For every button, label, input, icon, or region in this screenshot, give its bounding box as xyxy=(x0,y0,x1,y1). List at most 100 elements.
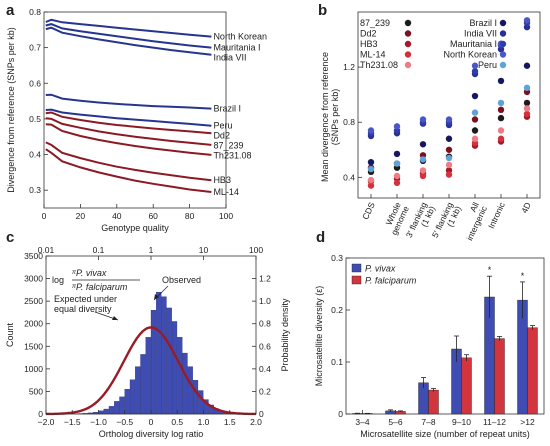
data-point xyxy=(497,127,505,134)
bar xyxy=(527,327,538,415)
expected-density-curve xyxy=(46,326,256,416)
x-tick-label: 0 xyxy=(149,417,154,427)
histogram-bar xyxy=(145,337,151,415)
data-point xyxy=(471,92,479,100)
formula-pi: π xyxy=(72,270,77,276)
plot-frame xyxy=(345,257,545,415)
y-tick-label: 0.7 xyxy=(29,43,41,53)
x-axis-label: Genotype quality xyxy=(101,223,169,233)
y-tick-label: 0 xyxy=(38,409,43,419)
data-point xyxy=(367,176,375,184)
y2-tick-label: 0.4 xyxy=(259,364,271,374)
data-point xyxy=(445,135,453,142)
observed-annotation: Observed xyxy=(162,275,201,285)
data-point xyxy=(367,158,375,166)
series-line xyxy=(45,26,212,56)
histogram-bar xyxy=(98,410,104,415)
expected-arrow-head xyxy=(112,316,118,320)
data-point xyxy=(523,99,531,107)
x-tick-label-line: CDS xyxy=(360,200,377,221)
data-point xyxy=(419,167,427,174)
formula-pi: π xyxy=(72,284,77,290)
data-point xyxy=(497,135,505,142)
legend-label: Th231.08 xyxy=(360,60,398,70)
data-point xyxy=(445,116,453,123)
x-tick-label: 1.5 xyxy=(224,417,236,427)
x-tick-label: −1.0 xyxy=(90,417,107,427)
y2-tick-label: 0.6 xyxy=(259,341,271,351)
y-tick-label: 0.2 xyxy=(331,305,343,315)
y-tick-label: 0.8 xyxy=(343,117,355,127)
series-label: Mauritania I xyxy=(213,43,260,53)
top-tick-label: 10 xyxy=(199,245,209,255)
formula-species: P. falciparum xyxy=(76,282,128,292)
legend-marker xyxy=(499,40,507,48)
data-point xyxy=(419,116,427,123)
legend-label: ML-14 xyxy=(360,50,386,60)
y2-tick-label: 0.8 xyxy=(259,319,271,329)
data-point xyxy=(471,116,479,123)
legend-marker xyxy=(499,51,507,58)
x-tick-label: 40 xyxy=(112,211,122,221)
histogram-bar xyxy=(166,307,172,415)
y-tick-label: 3500 xyxy=(24,251,43,261)
x-tick-label: 80 xyxy=(185,211,195,221)
y-axis-label: Mean divergence from reference(SNPs per … xyxy=(320,52,340,182)
series-line xyxy=(45,18,212,38)
series-line xyxy=(45,141,212,182)
data-point xyxy=(471,62,479,69)
panel-letter-a: a xyxy=(6,2,15,19)
y-axis-label: Count xyxy=(5,323,15,348)
data-point xyxy=(497,77,505,85)
data-point xyxy=(471,68,479,75)
data-point xyxy=(367,182,375,189)
data-point xyxy=(471,127,479,134)
data-point xyxy=(523,17,531,24)
series-label: North Korean xyxy=(213,32,267,42)
x-tick-label: Allintergenic xyxy=(456,200,489,242)
x-tick-label: 9–10 xyxy=(452,417,471,427)
expected-annotation: Expected under xyxy=(54,294,117,304)
x-tick-label-line: 4D xyxy=(519,201,533,215)
y2-tick-label: 1.0 xyxy=(259,296,271,306)
y2-tick-label: 1.2 xyxy=(259,274,271,284)
histogram-bar xyxy=(161,296,167,415)
y-tick-label: 0 xyxy=(338,409,343,419)
panel-letter-d: d xyxy=(316,229,325,246)
series-line xyxy=(45,111,212,135)
histogram-bar xyxy=(171,321,178,415)
x-tick-label: 100 xyxy=(219,211,233,221)
y2-tick-label: 0 xyxy=(259,409,264,419)
histogram-bar xyxy=(114,401,120,415)
data-point xyxy=(523,110,531,118)
legend-marker xyxy=(404,30,412,37)
expected-annotation: equal diversity xyxy=(54,304,112,314)
data-point xyxy=(445,154,453,162)
bar xyxy=(461,357,472,415)
observed-arrow-head xyxy=(154,294,159,300)
y-tick-label: 3000 xyxy=(24,274,43,284)
y-tick-label: 0.3 xyxy=(29,185,41,195)
series-line xyxy=(45,123,212,156)
legend-label: Brazil I xyxy=(469,18,497,28)
legend-marker xyxy=(499,19,507,27)
histogram-bar xyxy=(135,366,141,415)
x-axis-label: Microsatellite size (number of repeat un… xyxy=(360,429,530,439)
data-point xyxy=(393,123,401,130)
legend-marker xyxy=(404,19,412,27)
series-line xyxy=(45,108,212,127)
legend-marker xyxy=(404,40,412,48)
legend-label: Dd2 xyxy=(360,29,377,39)
x-tick-label: 7–8 xyxy=(421,417,435,427)
top-tick-label: 0.1 xyxy=(93,245,105,255)
y-tick-label: 1500 xyxy=(24,341,43,351)
legend-label: 87_239 xyxy=(360,18,390,28)
legend-label: Peru xyxy=(478,60,497,70)
series-line xyxy=(45,93,212,110)
histogram-bar xyxy=(129,379,136,415)
x-tick-label: 0.5 xyxy=(171,417,183,427)
histogram-bar xyxy=(192,379,199,415)
panel-d-bar-chart: 0 0.1 0.2 0.3 3–4 5–6 7–8 9–10 11–12 * >12 * Microsa… xyxy=(314,253,545,439)
significance-marker: * xyxy=(488,265,492,275)
y-axis-label-line: (SNPs per kb) xyxy=(330,89,340,146)
